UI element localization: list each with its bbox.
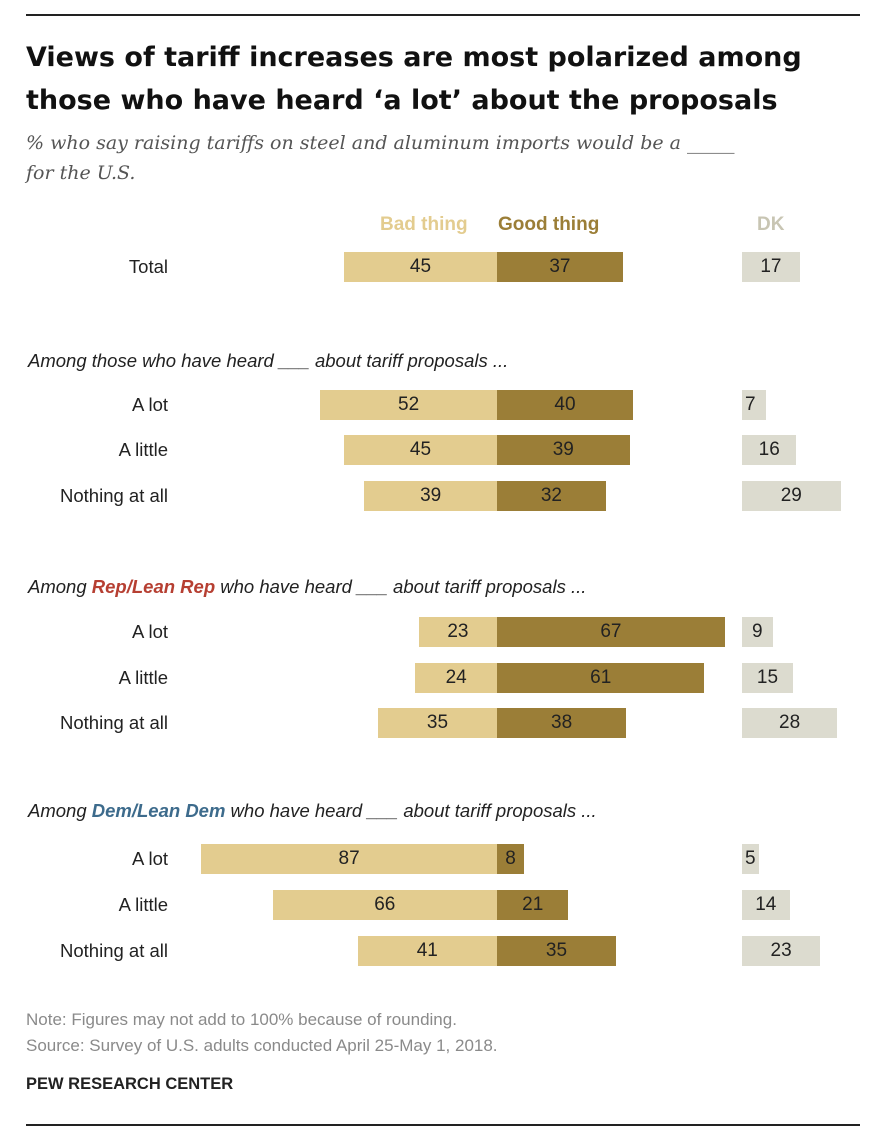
value-dk-dem-a-lot: 5 [745, 848, 756, 869]
bar-good-total-total [497, 252, 623, 282]
legend-dk: DK [757, 214, 785, 235]
value-dk-heard-nothing-at-all: 29 [780, 485, 802, 506]
bar-bad-dem-a-little [272, 890, 497, 920]
value-good-heard-a-little: 39 [552, 439, 574, 460]
section-label-dem: Among Dem/Lean Dem who have heard ___ ab… [28, 799, 597, 823]
legend-bad-thing: Bad thing [380, 214, 468, 235]
value-good-heard-a-lot: 40 [554, 394, 576, 415]
section-rep-prefix: Among [28, 576, 92, 597]
bar-good-dem-nothing-at-all [497, 936, 616, 966]
row-label-dem-a-little: A little [118, 894, 168, 915]
bar-dk-rep-nothing-at-all [742, 708, 838, 738]
pew-logo-text: PEW RESEARCH CENTER [26, 1075, 234, 1093]
top-rule [26, 14, 860, 16]
value-good-rep-nothing-at-all: 38 [551, 712, 573, 733]
legend-good-thing: Good thing [498, 214, 600, 235]
value-bad-heard-a-little: 45 [409, 439, 432, 460]
bar-bad-rep-a-little [415, 663, 497, 693]
bar-bad-rep-a-lot [418, 617, 497, 647]
value-dk-total-total: 17 [760, 256, 782, 277]
row-label-heard-nothing-at-all: Nothing at all [60, 485, 168, 506]
chart-title: Views of tariff increases are most polar… [26, 36, 866, 122]
subtitle-line-1: % who say raising tariffs on steel and a… [26, 132, 735, 154]
row-label-rep-a-lot: A lot [132, 621, 168, 642]
bar-bad-rep-nothing-at-all [378, 708, 497, 738]
title-line-1: Views of tariff increases are most polar… [26, 42, 802, 73]
section-dem-group: Dem/Lean Dem [91, 800, 226, 821]
section-heard-text: Among those who have heard ___ about tar… [28, 350, 509, 371]
value-dk-rep-a-lot: 9 [752, 621, 763, 642]
bar-good-heard-a-little [497, 435, 630, 465]
row-label-rep-a-little: A little [118, 667, 168, 688]
bar-dk-rep-a-little [742, 663, 793, 693]
value-bad-rep-a-lot: 23 [447, 621, 469, 642]
bar-dk-dem-a-little [742, 890, 790, 920]
bottom-rule [26, 1124, 860, 1126]
value-dk-rep-a-little: 15 [756, 667, 779, 688]
bar-dk-heard-a-little [742, 435, 797, 465]
row-label-dem-nothing-at-all: Nothing at all [60, 940, 168, 961]
value-good-dem-a-lot: 8 [505, 848, 516, 869]
bar-good-heard-a-lot [497, 390, 633, 420]
bar-dk-heard-a-lot [742, 390, 766, 420]
bar-dk-dem-nothing-at-all [742, 936, 821, 966]
value-bad-dem-a-lot: 87 [338, 848, 360, 869]
bar-bad-heard-a-little [344, 435, 497, 465]
bar-bad-heard-a-lot [320, 390, 497, 420]
section-rep-group: Rep/Lean Rep [91, 576, 216, 597]
value-dk-dem-nothing-at-all: 23 [770, 940, 792, 961]
value-good-dem-nothing-at-all: 35 [545, 940, 568, 961]
section-label-heard: Among those who have heard ___ about tar… [28, 349, 508, 373]
section-dem-prefix: Among [28, 800, 92, 821]
row-label-heard-a-lot: A lot [132, 394, 168, 415]
title-line-2: those who have heard ‘a lot’ about the p… [26, 85, 778, 116]
bar-good-heard-nothing-at-all [497, 481, 606, 511]
value-dk-rep-nothing-at-all: 28 [779, 712, 801, 733]
value-dk-heard-a-little: 16 [758, 439, 780, 460]
bar-dk-heard-nothing-at-all [742, 481, 841, 511]
footer-note: Note: Figures may not add to 100% becaus… [26, 1010, 457, 1029]
row-label-rep-nothing-at-all: Nothing at all [60, 712, 168, 733]
value-bad-rep-a-little: 24 [445, 667, 467, 688]
value-dk-dem-a-little: 14 [755, 894, 777, 915]
bar-bad-dem-a-lot [201, 844, 497, 874]
chart-subtitle: % who say raising tariffs on steel and a… [26, 128, 856, 188]
value-good-rep-a-lot: 67 [600, 621, 622, 642]
bar-bad-heard-nothing-at-all [364, 481, 497, 511]
footer-source: Source: Survey of U.S. adults conducted … [26, 1036, 498, 1055]
value-dk-heard-a-lot: 7 [745, 394, 756, 415]
row-label-dem-a-lot: A lot [132, 848, 168, 869]
bar-good-dem-a-lot [497, 844, 525, 874]
bar-good-rep-a-lot [497, 617, 725, 647]
value-bad-dem-a-little: 66 [374, 894, 396, 915]
section-dem-suffix: who have heard ___ about tariff proposal… [225, 800, 597, 821]
bar-dk-total-total [742, 252, 800, 282]
bar-good-dem-a-little [497, 890, 569, 920]
bar-good-rep-a-little [497, 663, 705, 693]
bar-dk-rep-a-lot [742, 617, 773, 647]
value-good-rep-a-little: 61 [590, 667, 612, 688]
value-bad-total-total: 45 [409, 256, 432, 277]
row-label-total-total: Total [128, 256, 168, 277]
row-label-heard-a-little: A little [118, 439, 168, 460]
subtitle-line-2: for the U.S. [26, 162, 136, 184]
bar-bad-dem-nothing-at-all [357, 936, 497, 966]
section-rep-suffix: who have heard ___ about tariff proposal… [215, 576, 587, 597]
value-bad-dem-nothing-at-all: 41 [416, 940, 438, 961]
value-bad-heard-a-lot: 52 [398, 394, 420, 415]
section-label-rep: Among Rep/Lean Rep who have heard ___ ab… [28, 575, 586, 599]
bar-good-rep-nothing-at-all [497, 708, 627, 738]
bar-dk-dem-a-lot [742, 844, 759, 874]
value-bad-rep-nothing-at-all: 35 [426, 712, 449, 733]
value-good-dem-a-little: 21 [522, 894, 544, 915]
value-bad-heard-nothing-at-all: 39 [420, 485, 442, 506]
value-good-total-total: 37 [549, 256, 571, 277]
value-good-heard-nothing-at-all: 32 [540, 485, 562, 506]
bar-bad-total-total [344, 252, 497, 282]
